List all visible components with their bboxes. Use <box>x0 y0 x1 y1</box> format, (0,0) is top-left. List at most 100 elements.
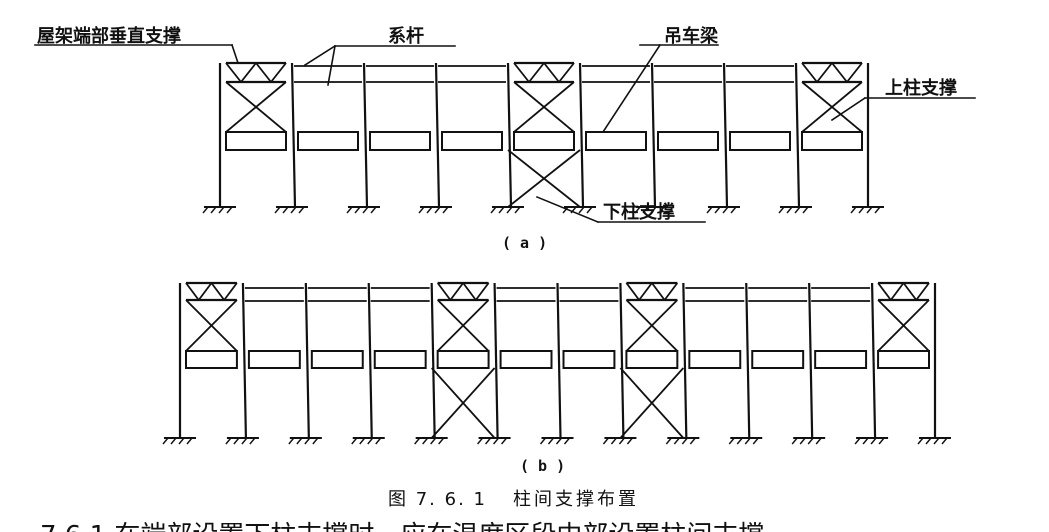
footing-hatch <box>282 206 289 214</box>
footing-hatch <box>346 206 353 214</box>
crane-beam <box>185 350 238 369</box>
footing-hatch <box>210 206 217 214</box>
footing-hatch <box>490 206 497 214</box>
footing-hatch <box>626 437 633 445</box>
column <box>362 62 369 208</box>
truss-web <box>877 282 892 301</box>
callout-leaders <box>34 43 976 224</box>
footing-hatch <box>744 437 751 445</box>
footing-hatch <box>862 437 869 445</box>
footing-hatch <box>706 206 713 214</box>
truss-web <box>513 62 530 83</box>
column <box>304 282 310 439</box>
footing-hatch <box>501 437 508 445</box>
upper-column-bracing <box>513 81 575 133</box>
crane-beam <box>751 350 805 369</box>
footing-hatch <box>312 437 319 445</box>
footing-hatch <box>430 437 437 445</box>
truss-web <box>528 62 545 83</box>
footing-hatch <box>354 206 361 214</box>
footing-hatch <box>634 206 641 214</box>
crane-beam <box>499 350 553 369</box>
footing-hatch <box>370 206 377 214</box>
footing-hatch <box>610 437 617 445</box>
footing-hatch <box>563 437 571 445</box>
footing-hatch <box>241 437 248 445</box>
footing-hatch <box>375 437 382 445</box>
footing-hatch <box>681 437 688 445</box>
crane-beam <box>247 350 301 369</box>
truss-web <box>625 282 640 301</box>
footing-hatch <box>602 437 609 445</box>
column <box>241 282 248 439</box>
footing-hatch <box>418 206 425 214</box>
footing-hatch <box>854 437 861 445</box>
footing-hatch <box>650 206 657 214</box>
upper-column-bracing <box>625 299 678 352</box>
footer-text-fragment: 7.6.1 在端部设置下柱支撑时，应在温度区段中部设置柱间支撑 <box>40 521 764 532</box>
sublabel-b: ( b ) <box>520 457 565 475</box>
footing-hatch <box>736 437 743 445</box>
crane-beam <box>369 131 431 151</box>
footing-hatch <box>288 437 295 445</box>
upper-column-bracing <box>437 299 490 352</box>
footing-hatch <box>539 437 547 445</box>
footing-hatch <box>791 437 798 445</box>
footing-hatch <box>941 437 948 445</box>
crane-beam <box>801 131 863 151</box>
footing-hatch <box>778 206 785 214</box>
frame-diagram-b <box>162 281 951 445</box>
truss-web <box>198 282 213 301</box>
footing-hatch <box>233 437 240 445</box>
footing-hatch <box>874 206 881 214</box>
footing-hatch <box>866 206 873 214</box>
lower-column-bracing <box>507 149 581 208</box>
footing-hatch <box>878 437 885 445</box>
footing-hatch <box>290 206 297 214</box>
column <box>290 62 297 208</box>
truss-web <box>240 62 257 83</box>
footing-hatch <box>925 437 932 445</box>
footing-hatch <box>162 437 169 445</box>
truss-web <box>543 62 560 83</box>
upper-column-bracing <box>801 81 863 133</box>
truss-web <box>210 282 225 301</box>
footing-hatch <box>802 206 809 214</box>
crane-beam <box>310 350 364 369</box>
column <box>556 282 562 439</box>
truss-web <box>890 282 905 301</box>
truss-web <box>462 282 477 301</box>
footing-hatch <box>170 437 177 445</box>
upper-column-bracing <box>185 299 238 352</box>
label-tie-bar: 系杆 <box>388 25 424 47</box>
lower-column-bracing <box>430 367 496 439</box>
footing-hatch <box>917 437 924 445</box>
column <box>578 62 585 208</box>
footing-hatch <box>485 437 492 445</box>
truss-web <box>638 282 653 301</box>
footing-hatch <box>178 437 185 445</box>
column <box>434 62 441 208</box>
truss-web <box>846 62 863 83</box>
label-roof-truss-end-bracing: 屋架端部垂直支撑 <box>37 25 181 47</box>
crane-beam <box>562 350 616 369</box>
footing-hatch <box>547 437 555 445</box>
crane-beam <box>225 131 287 151</box>
column <box>506 62 513 208</box>
truss-web <box>449 282 464 301</box>
truss-web <box>801 62 818 83</box>
crane-beam <box>436 350 490 369</box>
sublabel-a: ( a ) <box>502 234 547 252</box>
footing-hatch <box>298 206 305 214</box>
column <box>682 282 688 439</box>
footing-hatch <box>367 437 374 445</box>
footing-hatch <box>786 206 793 214</box>
crane-beam <box>297 131 359 151</box>
crane-beam <box>513 131 575 151</box>
column <box>650 62 657 208</box>
truss-web <box>831 62 848 83</box>
crane-beam <box>814 350 868 369</box>
figure-caption-number: 图 7. 6. 1 <box>388 489 487 510</box>
truss-web <box>255 62 272 83</box>
